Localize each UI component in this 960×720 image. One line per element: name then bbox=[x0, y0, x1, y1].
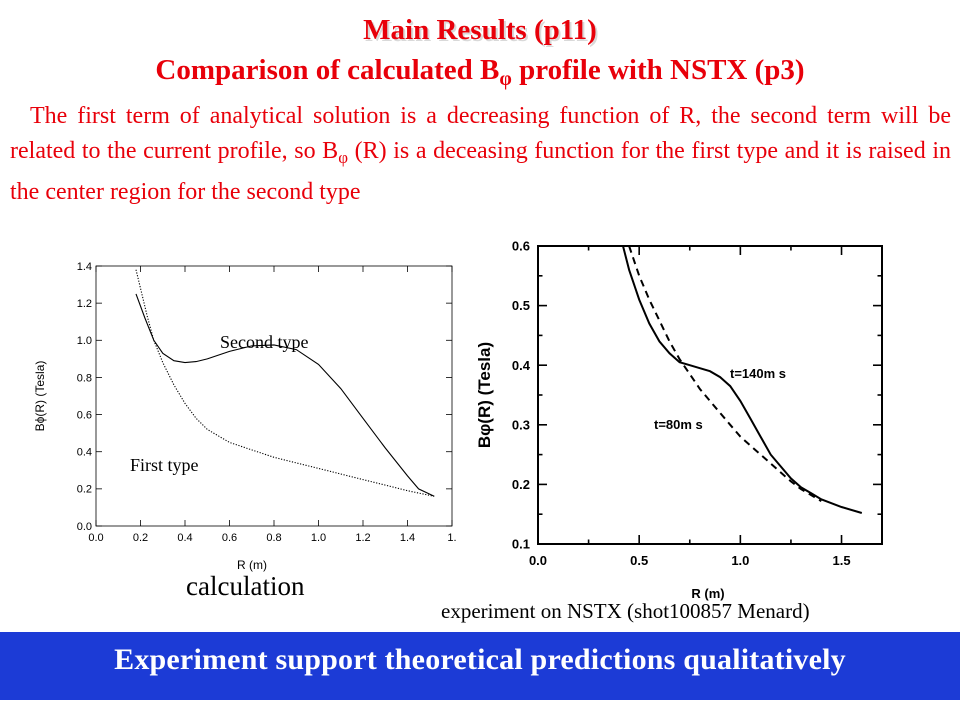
y-tick-label: 0.1 bbox=[512, 537, 530, 552]
t140-annotation: t=140m s bbox=[730, 366, 786, 381]
calculation-caption: calculation bbox=[186, 571, 305, 601]
y-tick-label: 1.0 bbox=[77, 335, 92, 347]
x-tick-label: 0.0 bbox=[88, 532, 103, 544]
first-type-annotation: First type bbox=[130, 455, 199, 475]
paragraph-part2: (R) is a deceasing function for the firs… bbox=[10, 137, 951, 206]
experiment-y-axis-label: Bφ(R) (Tesla) bbox=[475, 342, 494, 448]
y-tick-label: 0.2 bbox=[77, 484, 92, 496]
y-tick-label: 1.4 bbox=[77, 261, 92, 273]
conclusion-banner-text: Experiment support theoretical predictio… bbox=[114, 643, 846, 676]
x-tick-label: 1.2 bbox=[355, 532, 370, 544]
x-tick-label: 0.8 bbox=[266, 532, 281, 544]
y-tick-label: 0.4 bbox=[77, 447, 92, 459]
x-tick-label: 1.4 bbox=[400, 532, 415, 544]
y-tick-label: 0.5 bbox=[512, 298, 530, 313]
y-tick-label: 0.4 bbox=[512, 358, 531, 373]
experiment-caption: experiment on NSTX (shot100857 Menard) bbox=[441, 599, 810, 623]
x-tick-label: 0.6 bbox=[222, 532, 237, 544]
series-line-t-140m-s bbox=[622, 245, 863, 514]
y-tick-label: 0.8 bbox=[77, 372, 92, 384]
x-tick-label: 0.2 bbox=[133, 532, 148, 544]
calculation-chart-frame bbox=[95, 265, 453, 527]
series-line-first-type bbox=[135, 269, 435, 497]
calculation-x-axis-label: R (m) bbox=[237, 558, 267, 572]
experiment-chart: 0.1 0.2 0.3 0.4 0.5 0.6 0.0 0.5 1.0 1.5 R (m) Bφ(… bbox=[475, 239, 883, 601]
y-tick-label: 0.3 bbox=[512, 417, 530, 432]
x-tick-label: 1.0 bbox=[311, 532, 326, 544]
y-tick-label: 0.0 bbox=[77, 521, 92, 533]
x-tick-label: 0.0 bbox=[529, 553, 547, 568]
x-tick-label: 1.0 bbox=[731, 553, 749, 568]
description-paragraph: The first term of analytical solution is… bbox=[10, 99, 951, 210]
subtitle-subscript: φ bbox=[499, 68, 512, 90]
x-tick-label: 0.5 bbox=[630, 553, 648, 568]
experiment-x-axis-label: R (m) bbox=[691, 586, 724, 601]
calculation-y-axis-label: Bϕ(R) (Tesla) bbox=[33, 361, 47, 432]
calculation-chart: 0.0 0.2 0.4 0.6 0.8 1.0 1.2 1.4 0.0 0.2 0.4 0.6 0.8 1… bbox=[33, 261, 457, 572]
x-tick-label: 1. bbox=[447, 532, 456, 544]
subtitle-pre: Comparison of calculated B bbox=[155, 54, 500, 86]
t80-annotation: t=80m s bbox=[654, 417, 703, 432]
page-title: Main Results (p11) bbox=[363, 14, 597, 46]
paragraph-part1: The first term of analytical solution is… bbox=[10, 103, 951, 164]
series-line-t-80m-s bbox=[628, 245, 822, 502]
x-tick-label: 0.4 bbox=[177, 532, 192, 544]
y-tick-label: 0.6 bbox=[77, 409, 92, 421]
page-subtitle: Comparison of calculated Bφ profile with… bbox=[0, 54, 960, 91]
second-type-annotation: Second type bbox=[220, 332, 308, 352]
subtitle-post: profile with NSTX (p3) bbox=[511, 54, 805, 86]
paragraph-subscript: φ bbox=[338, 147, 348, 167]
experiment-y-axis-text: Bφ(R) (Tesla) bbox=[475, 342, 494, 448]
experiment-chart-frame bbox=[537, 245, 883, 545]
x-tick-label: 1.5 bbox=[832, 553, 850, 568]
y-tick-label: 0.2 bbox=[512, 477, 530, 492]
conclusion-banner bbox=[0, 632, 960, 700]
y-tick-label: 0.6 bbox=[512, 239, 530, 254]
y-tick-label: 1.2 bbox=[77, 298, 92, 310]
series-line-second-type bbox=[135, 293, 435, 497]
